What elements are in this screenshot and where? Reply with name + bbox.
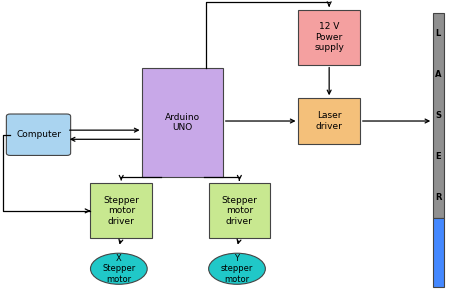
Text: R: R xyxy=(435,193,442,203)
Ellipse shape xyxy=(209,253,265,284)
Text: S: S xyxy=(435,111,441,120)
Ellipse shape xyxy=(91,253,147,284)
Text: E: E xyxy=(436,152,441,161)
Bar xyxy=(91,184,152,238)
Bar xyxy=(299,98,360,144)
Text: A: A xyxy=(435,70,442,79)
Bar xyxy=(209,184,270,238)
Text: Laser
driver: Laser driver xyxy=(316,111,343,131)
Bar xyxy=(143,68,223,177)
Text: Computer: Computer xyxy=(16,130,61,139)
Text: Y
stepper
motor: Y stepper motor xyxy=(221,254,253,284)
Text: Stepper
motor
driver: Stepper motor driver xyxy=(103,196,139,226)
Bar xyxy=(433,13,444,218)
Text: L: L xyxy=(436,29,441,38)
Text: X
Stepper
motor: X Stepper motor xyxy=(102,254,136,284)
Text: Stepper
motor
driver: Stepper motor driver xyxy=(221,196,257,226)
Text: 12 V
Power
supply: 12 V Power supply xyxy=(314,22,344,52)
Text: Arduino
UNO: Arduino UNO xyxy=(165,113,200,132)
Bar xyxy=(433,218,444,287)
Bar xyxy=(299,10,360,65)
FancyBboxPatch shape xyxy=(6,114,71,155)
